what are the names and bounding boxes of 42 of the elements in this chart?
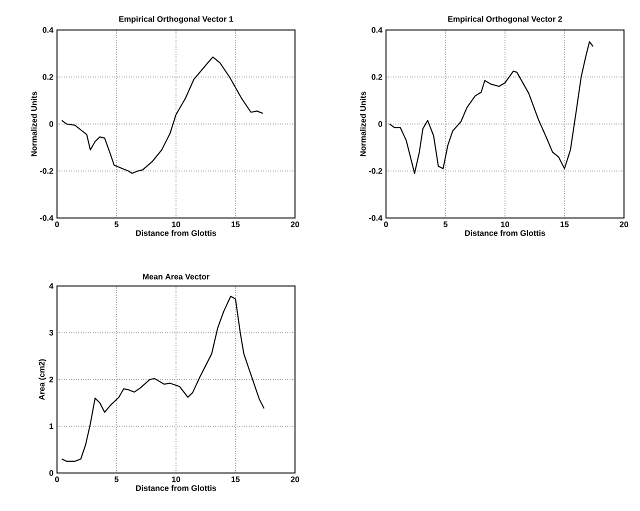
y-tick-label: -0.4	[40, 215, 54, 221]
y-axis-title: Normalized Units	[30, 92, 37, 156]
line-series	[61, 56, 264, 174]
y-tick-label: 0.4	[372, 27, 382, 33]
y-tick-label: 2	[49, 376, 54, 382]
x-tick-label: 0	[384, 222, 388, 228]
y-tick-label: -0.2	[368, 168, 382, 174]
x-tick-label: 10	[172, 222, 180, 228]
chart-title: Empirical Orthogonal Vector 2	[448, 16, 562, 24]
y-tick-label: 0.2	[42, 74, 54, 80]
x-tick-label: 10	[501, 222, 510, 228]
x-axis-title: Distance from Glottis	[136, 230, 216, 236]
chart-title: Empirical Orthogonal Vector 1	[119, 16, 234, 24]
x-tick-label: 15	[232, 222, 240, 228]
x-tick-label: 15	[560, 222, 569, 228]
chart-title: Mean Area Vector	[142, 274, 210, 280]
x-tick-label: 20	[290, 222, 300, 228]
y-tick-label: 1	[50, 423, 54, 429]
line-series	[389, 41, 594, 174]
x-tick-label: 5	[114, 222, 118, 228]
y-tick-label: 0	[49, 121, 54, 127]
x-axis-title: Distance from Glottis	[465, 230, 546, 236]
x-tick-label: 0	[55, 476, 59, 482]
x-tick-label: 0	[55, 222, 59, 228]
line-series	[61, 296, 265, 462]
y-tick-label: 0	[378, 121, 382, 127]
y-tick-label: 0	[49, 470, 54, 476]
x-tick-label: 20	[290, 476, 300, 482]
y-tick-label: 4	[49, 283, 54, 289]
x-tick-label: 10	[172, 476, 180, 482]
x-tick-label: 5	[114, 476, 118, 482]
y-tick-label: 0.4	[42, 27, 54, 33]
y-axis-title: Area (cm2)	[38, 359, 46, 400]
x-tick-label: 5	[444, 222, 448, 228]
y-tick-label: 3	[49, 330, 54, 336]
y-axis-title: Normalized Units	[360, 92, 366, 156]
y-tick-label: -0.2	[40, 168, 54, 174]
y-tick-label: 0.2	[372, 74, 382, 80]
x-axis-title: Distance from Glottis	[136, 485, 216, 491]
x-tick-label: 15	[232, 476, 240, 482]
y-tick-label: -0.4	[368, 215, 382, 221]
x-tick-label: 20	[620, 222, 628, 228]
